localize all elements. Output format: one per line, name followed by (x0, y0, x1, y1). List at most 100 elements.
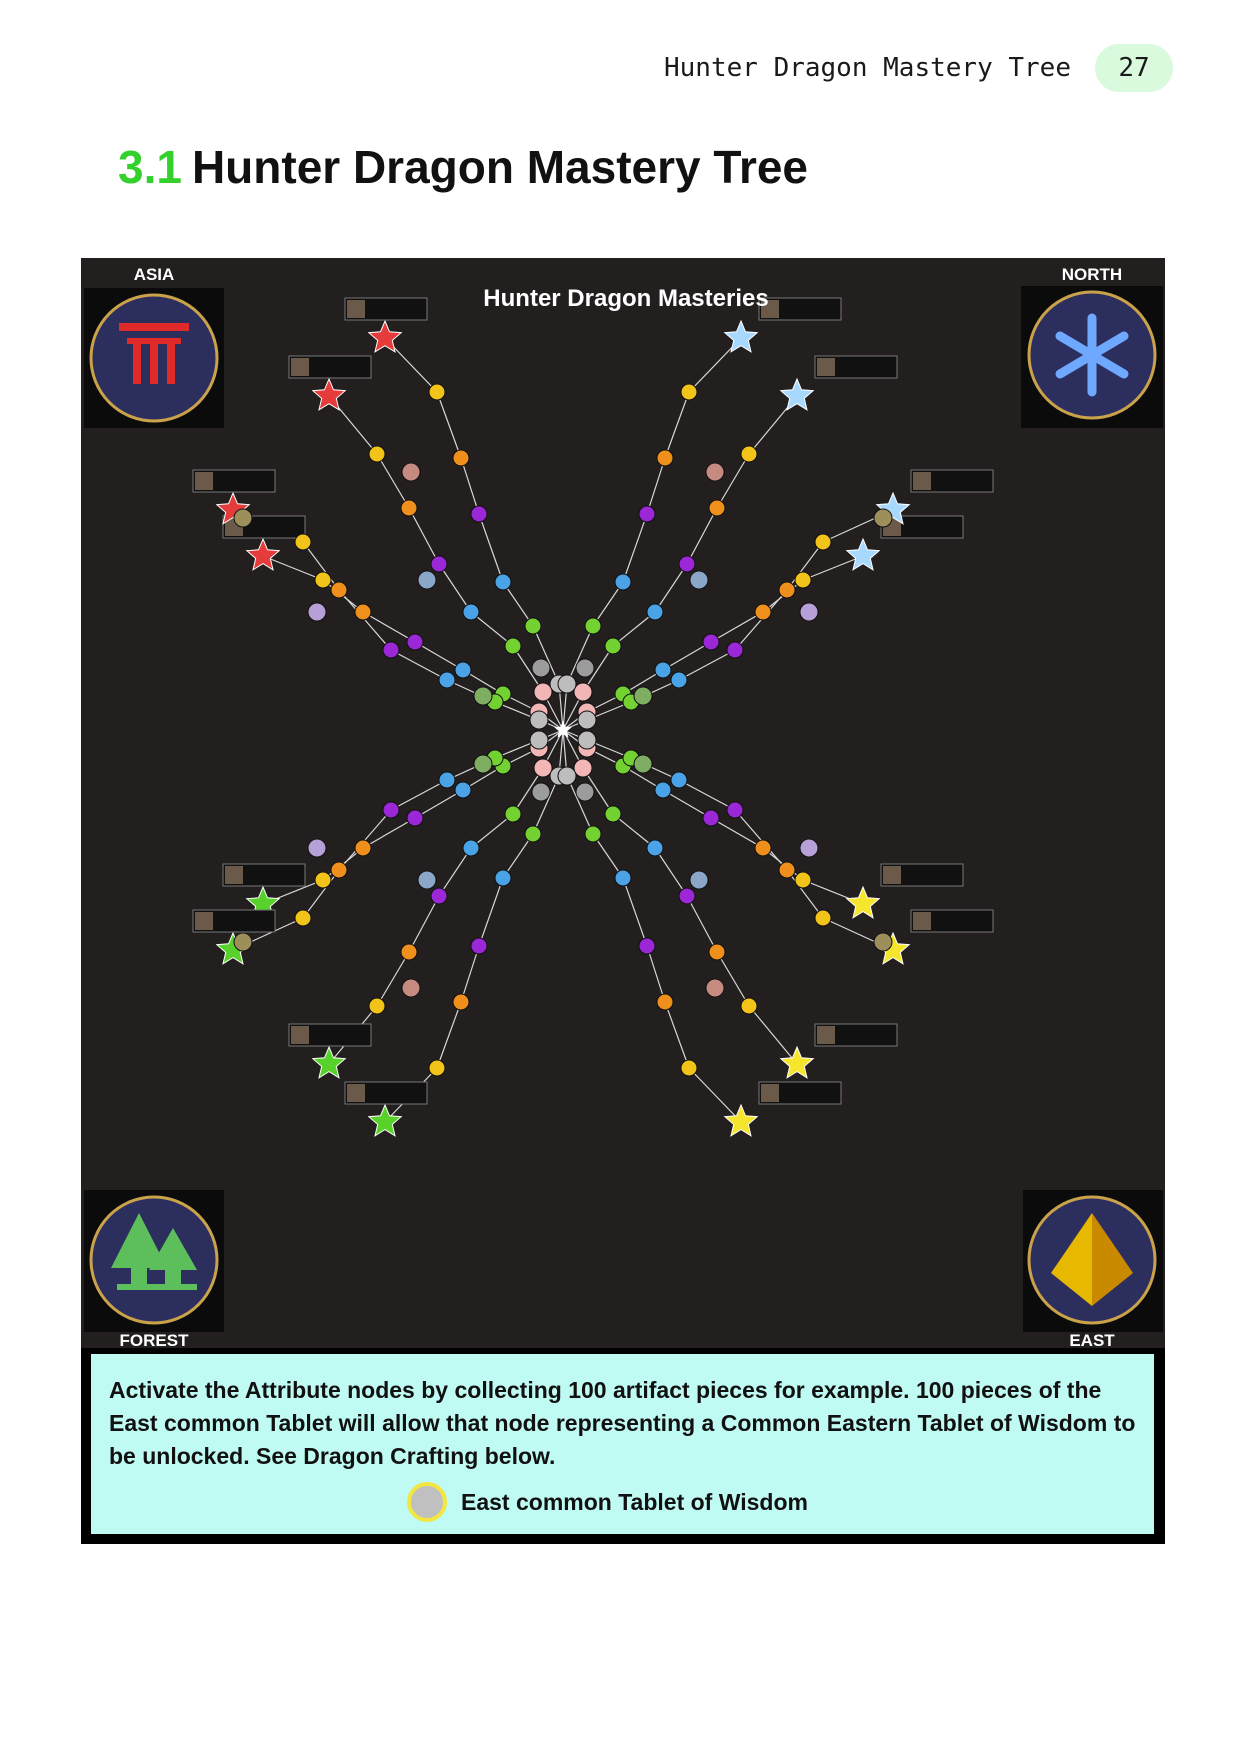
asia-branch-2-mastery-star[interactable] (311, 377, 347, 411)
north-branch-3-node-3[interactable] (638, 505, 656, 523)
east-branch-0-node-4[interactable] (754, 839, 772, 857)
north-branch-2-node-5[interactable] (740, 445, 758, 463)
north-branch-0-mastery-star[interactable] (845, 537, 881, 571)
forest-side-node-c[interactable] (307, 838, 327, 858)
asia-branch-3-node-3[interactable] (470, 505, 488, 523)
north-branch-3-node-5[interactable] (680, 383, 698, 401)
north-branch-3-node-0[interactable] (557, 674, 577, 694)
north-branch-2-mastery-star[interactable] (779, 377, 815, 411)
asia-side-node-c[interactable] (307, 602, 327, 622)
north-branch-0-node-2[interactable] (654, 661, 672, 679)
asia-branch-0-node-4[interactable] (354, 603, 372, 621)
north-branch-0-node-3[interactable] (702, 633, 720, 651)
forest-side-node-d[interactable] (417, 870, 437, 890)
asia-branch-3-node-1[interactable] (524, 617, 542, 635)
tree-root-star[interactable] (554, 720, 572, 738)
east-branch-0-node-5[interactable] (794, 871, 812, 889)
forest-branch-0-node-2[interactable] (454, 781, 472, 799)
asia-branch-0-node-3[interactable] (406, 633, 424, 651)
north-side-node-d[interactable] (689, 570, 709, 590)
east-side-node-a[interactable] (873, 932, 893, 952)
asia-branch-1-node-4[interactable] (330, 581, 348, 599)
east-branch-2-node-3[interactable] (678, 887, 696, 905)
east-branch-1-node-4[interactable] (778, 861, 796, 879)
asia-branch-2-node-2[interactable] (462, 603, 480, 621)
north-branch-2-node-4[interactable] (708, 499, 726, 517)
north-branch-1-node-3[interactable] (726, 641, 744, 659)
asia-branch-0-node-2[interactable] (454, 661, 472, 679)
east-branch-1-node-3[interactable] (726, 801, 744, 819)
north-branch-3-node-2[interactable] (614, 573, 632, 591)
north-side-node-b[interactable] (705, 462, 725, 482)
east-branch-2-node-5[interactable] (740, 997, 758, 1015)
east-branch-1-node-0[interactable] (577, 730, 597, 750)
north-side-node-f[interactable] (575, 658, 595, 678)
east-branch-3-node-1[interactable] (584, 825, 602, 843)
east-branch-2-node-4[interactable] (708, 943, 726, 961)
north-side-node-a[interactable] (873, 508, 893, 528)
asia-side-node-f[interactable] (531, 658, 551, 678)
forest-branch-3-node-2[interactable] (494, 869, 512, 887)
forest-branch-1-node-5[interactable] (294, 909, 312, 927)
north-branch-1-node-0[interactable] (577, 710, 597, 730)
east-branch-0-node-3[interactable] (702, 809, 720, 827)
north-branch-3-node-1[interactable] (584, 617, 602, 635)
east-branch-2-node-2[interactable] (646, 839, 664, 857)
north-branch-0-node-4[interactable] (754, 603, 772, 621)
asia-branch-1-node-2[interactable] (438, 671, 456, 689)
asia-branch-3-node-5[interactable] (428, 383, 446, 401)
asia-branch-2-node-1[interactable] (504, 637, 522, 655)
asia-branch-1-node-3[interactable] (382, 641, 400, 659)
forest-branch-1-node-0[interactable] (529, 730, 549, 750)
forest-branch-1-node-2[interactable] (438, 771, 456, 789)
asia-branch-0-mastery-star[interactable] (245, 537, 281, 571)
asia-branch-3-node-2[interactable] (494, 573, 512, 591)
forest-branch-2-node-2[interactable] (462, 839, 480, 857)
east-side-node-b[interactable] (705, 978, 725, 998)
north-branch-2-node-2[interactable] (646, 603, 664, 621)
east-branch-1-node-2[interactable] (670, 771, 688, 789)
forest-branch-3-node-4[interactable] (452, 993, 470, 1011)
asia-branch-2-node-0[interactable] (533, 682, 553, 702)
asia-branch-2-node-5[interactable] (368, 445, 386, 463)
east-branch-3-node-5[interactable] (680, 1059, 698, 1077)
asia-side-node-b[interactable] (401, 462, 421, 482)
north-branch-3-mastery-star[interactable] (723, 319, 759, 353)
east-branch-1-node-5[interactable] (814, 909, 832, 927)
east-side-node-e[interactable] (633, 754, 653, 774)
north-branch-2-node-1[interactable] (604, 637, 622, 655)
forest-branch-3-node-1[interactable] (524, 825, 542, 843)
forest-side-node-a[interactable] (233, 932, 253, 952)
north-side-node-e[interactable] (633, 686, 653, 706)
east-branch-3-node-0[interactable] (557, 766, 577, 786)
east-branch-3-node-3[interactable] (638, 937, 656, 955)
forest-branch-1-node-4[interactable] (330, 861, 348, 879)
east-branch-2-mastery-star[interactable] (779, 1045, 815, 1079)
east-side-node-f[interactable] (575, 782, 595, 802)
east-side-node-c[interactable] (799, 838, 819, 858)
east-branch-3-mastery-star[interactable] (723, 1103, 759, 1137)
north-branch-1-node-2[interactable] (670, 671, 688, 689)
asia-side-node-e[interactable] (473, 686, 493, 706)
north-branch-1-node-5[interactable] (814, 533, 832, 551)
forest-branch-2-node-0[interactable] (533, 758, 553, 778)
north-branch-0-node-5[interactable] (794, 571, 812, 589)
north-branch-2-node-3[interactable] (678, 555, 696, 573)
north-side-node-c[interactable] (799, 602, 819, 622)
forest-branch-0-node-3[interactable] (406, 809, 424, 827)
east-branch-0-node-2[interactable] (654, 781, 672, 799)
asia-branch-1-node-0[interactable] (529, 710, 549, 730)
asia-branch-2-node-4[interactable] (400, 499, 418, 517)
asia-branch-0-node-5[interactable] (314, 571, 332, 589)
east-branch-0-mastery-star[interactable] (845, 885, 881, 919)
forest-branch-0-node-4[interactable] (354, 839, 372, 857)
north-branch-1-node-4[interactable] (778, 581, 796, 599)
forest-branch-2-node-1[interactable] (504, 805, 522, 823)
forest-branch-2-node-4[interactable] (400, 943, 418, 961)
forest-side-node-f[interactable] (531, 782, 551, 802)
forest-side-node-b[interactable] (401, 978, 421, 998)
asia-side-node-d[interactable] (417, 570, 437, 590)
forest-branch-2-node-5[interactable] (368, 997, 386, 1015)
asia-side-node-a[interactable] (233, 508, 253, 528)
east-branch-2-node-1[interactable] (604, 805, 622, 823)
